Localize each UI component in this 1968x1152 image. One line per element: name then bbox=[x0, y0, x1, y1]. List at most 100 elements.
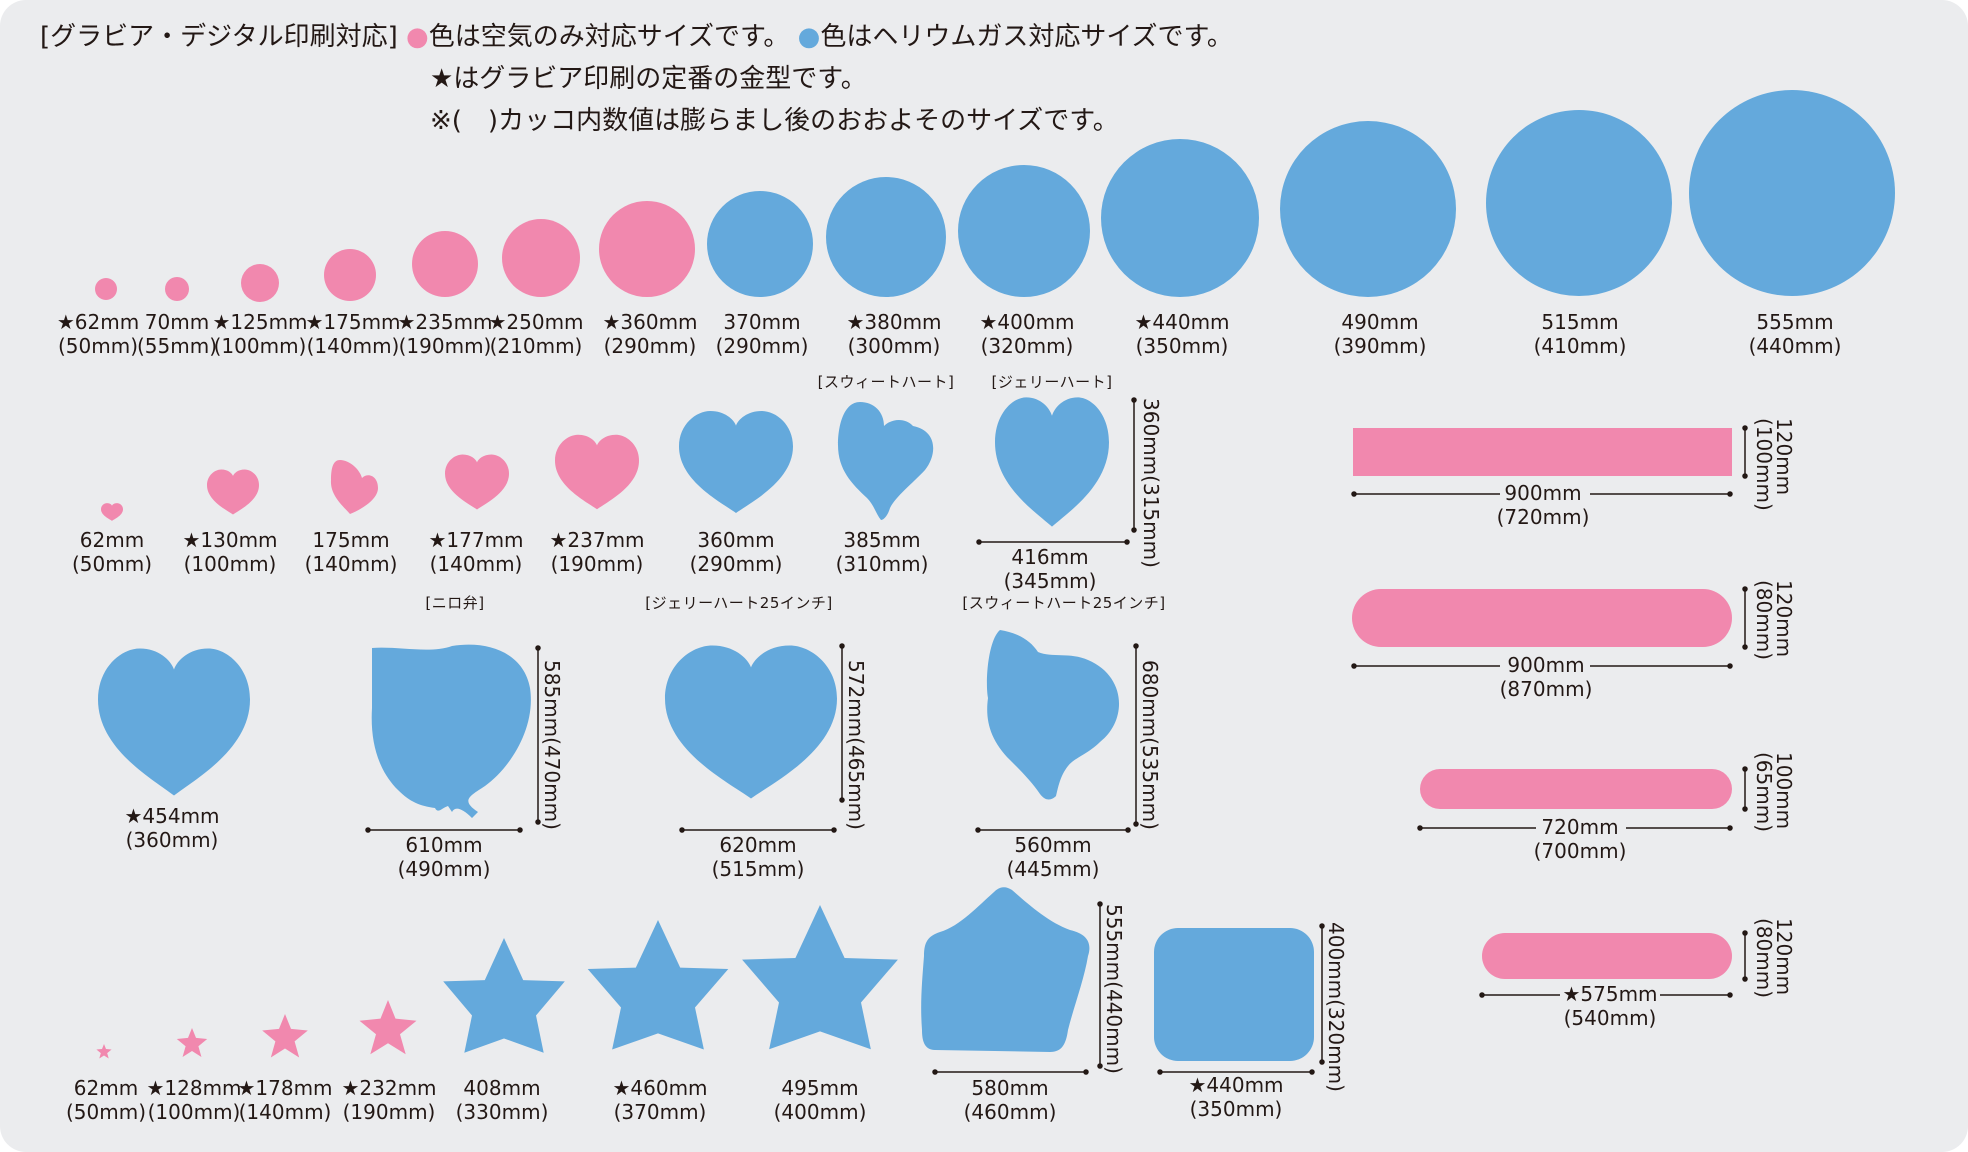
size-label: ★440mm bbox=[1134, 310, 1230, 334]
blue-star-balloons bbox=[443, 887, 1314, 1061]
dim-tick bbox=[1133, 643, 1139, 649]
size-label: ★575mm bbox=[1562, 982, 1658, 1006]
big-shape-label-1: ★454mm (360mm) bbox=[124, 804, 219, 852]
dim-tick bbox=[1727, 992, 1733, 998]
stick3-height-inflated-label: (65mm) bbox=[1752, 752, 1776, 833]
stick-balloon-900mm-b bbox=[1352, 589, 1732, 647]
inflated-label: (410mm) bbox=[1533, 334, 1627, 358]
dim-tick bbox=[932, 1069, 938, 1075]
heart-balloon-360mm bbox=[679, 411, 793, 513]
dim-tick bbox=[535, 819, 541, 825]
star-label-3: ★178mm (140mm) bbox=[237, 1076, 332, 1124]
inflated-label: (50mm) bbox=[65, 1100, 147, 1124]
round-label-7: ★360mm (290mm) bbox=[602, 310, 697, 358]
star-balloon-128mm bbox=[176, 1028, 208, 1057]
inflated-label: (320mm) bbox=[980, 334, 1074, 358]
caption-jelly-heart-25: [ジェリーハート25インチ] bbox=[645, 594, 833, 612]
sweetheart-25in-balloon bbox=[986, 630, 1120, 800]
stick-label-1: 900mm (720mm) bbox=[1497, 481, 1590, 529]
round-label-8: 370mm (290mm) bbox=[716, 310, 809, 358]
round-label-14: 555mm (440mm) bbox=[1749, 310, 1842, 358]
star-balloon-495mm bbox=[742, 905, 898, 1050]
inflated-label: (50mm) bbox=[71, 552, 153, 576]
caption-jelly-heart: [ジェリーハート] bbox=[991, 373, 1113, 391]
size-label: 70mm bbox=[144, 310, 210, 334]
size-label: ★232mm bbox=[341, 1076, 437, 1100]
caption-sweetheart: [スウィートハート] bbox=[817, 373, 955, 391]
stick4-height-label: 120mm bbox=[1772, 918, 1796, 996]
inflated-label: (720mm) bbox=[1496, 505, 1590, 529]
inflated-label: (140mm) bbox=[306, 334, 400, 358]
inflated-label: (55mm) bbox=[136, 334, 218, 358]
round-balloon-490mm bbox=[1280, 121, 1456, 297]
jelly-heart-balloon-416mm bbox=[995, 397, 1109, 527]
size-label: ★237mm bbox=[549, 528, 645, 552]
dim-tick bbox=[1742, 473, 1748, 479]
inflated-label: (490mm) bbox=[397, 857, 491, 881]
inflated-label: (460mm) bbox=[963, 1100, 1057, 1124]
round-balloon-515mm bbox=[1486, 110, 1672, 296]
blue-round-balloons bbox=[707, 90, 1895, 297]
inflated-label: (100mm) bbox=[213, 334, 307, 358]
round-balloon-380mm bbox=[826, 177, 946, 297]
inflated-label: (700mm) bbox=[1533, 839, 1627, 863]
star-balloon-62mm bbox=[96, 1044, 112, 1059]
dimension-lines bbox=[365, 397, 1748, 1075]
heart-balloon-130mm bbox=[207, 469, 259, 515]
dim-tick bbox=[1742, 806, 1748, 812]
dim-tick bbox=[517, 827, 523, 833]
size-label: ★177mm bbox=[428, 528, 524, 552]
inflated-label: (140mm) bbox=[429, 552, 523, 576]
jelly-heart-25in-balloon bbox=[665, 645, 837, 799]
stick-balloon-720mm bbox=[1420, 769, 1732, 809]
round-balloon-62mm bbox=[95, 278, 117, 300]
label-gaps bbox=[1500, 486, 1660, 1003]
star-label-1: 62mm (50mm) bbox=[66, 1076, 146, 1124]
heart-label-3: 175mm (140mm) bbox=[305, 528, 398, 576]
square-balloon-440mm bbox=[1154, 928, 1314, 1061]
jelly25-height-label: 572mm(465mm) bbox=[844, 660, 868, 830]
round-label-9: ★380mm (300mm) bbox=[846, 310, 941, 358]
inflated-label: (350mm) bbox=[1135, 334, 1229, 358]
stick-label-4: ★575mm (540mm) bbox=[1562, 982, 1657, 1030]
inflated-label: (100mm) bbox=[147, 1100, 241, 1124]
round-balloon-175mm bbox=[324, 249, 376, 301]
inflated-label: (190mm) bbox=[342, 1100, 436, 1124]
legend-pink-text: 色は空気のみ対応サイズです。 bbox=[428, 22, 790, 52]
square-height-label: 400mm(320mm) bbox=[1324, 922, 1348, 1092]
size-label: 900mm bbox=[1504, 481, 1582, 505]
round-balloon-370mm bbox=[707, 191, 813, 297]
inflated-label: (310mm) bbox=[835, 552, 929, 576]
heart-label-7: 385mm (310mm) bbox=[836, 528, 929, 576]
round-label-4: ★175mm (140mm) bbox=[305, 310, 400, 358]
size-label: 175mm bbox=[312, 528, 390, 552]
pink-heart-balloons bbox=[101, 434, 639, 521]
round-label-2: 70mm (55mm) bbox=[137, 310, 217, 358]
star-balloon-232mm bbox=[359, 1000, 417, 1055]
size-label: 360mm bbox=[697, 528, 775, 552]
size-label: ★125mm bbox=[212, 310, 308, 334]
inflated-label: (140mm) bbox=[238, 1100, 332, 1124]
dim-tick bbox=[365, 827, 371, 833]
inflated-label: (370mm) bbox=[613, 1100, 707, 1124]
star-label-8: 580mm (460mm) bbox=[964, 1076, 1057, 1124]
dim-tick bbox=[1742, 586, 1748, 592]
star-label-5: 408mm (330mm) bbox=[456, 1076, 549, 1124]
round-label-5: ★235mm (190mm) bbox=[397, 310, 492, 358]
dim-tick bbox=[1742, 644, 1748, 650]
inflated-label: (350mm) bbox=[1189, 1097, 1283, 1121]
size-label: 620mm bbox=[719, 833, 797, 857]
inflated-label: (140mm) bbox=[304, 552, 398, 576]
size-label: ★175mm bbox=[305, 310, 401, 334]
dim-tick bbox=[1319, 1059, 1325, 1065]
size-label: 490mm bbox=[1341, 310, 1419, 334]
heart-balloon-62mm bbox=[101, 503, 123, 521]
dim-tick bbox=[831, 827, 837, 833]
size-label: 900mm bbox=[1507, 653, 1585, 677]
dim-tick bbox=[1742, 766, 1748, 772]
size-label: ★128mm bbox=[146, 1076, 242, 1100]
heart-label-2: ★130mm (100mm) bbox=[182, 528, 277, 576]
stick-balloons bbox=[1352, 428, 1732, 979]
round-balloon-440mm bbox=[1101, 139, 1259, 297]
star-label-7: 495mm (400mm) bbox=[774, 1076, 867, 1124]
